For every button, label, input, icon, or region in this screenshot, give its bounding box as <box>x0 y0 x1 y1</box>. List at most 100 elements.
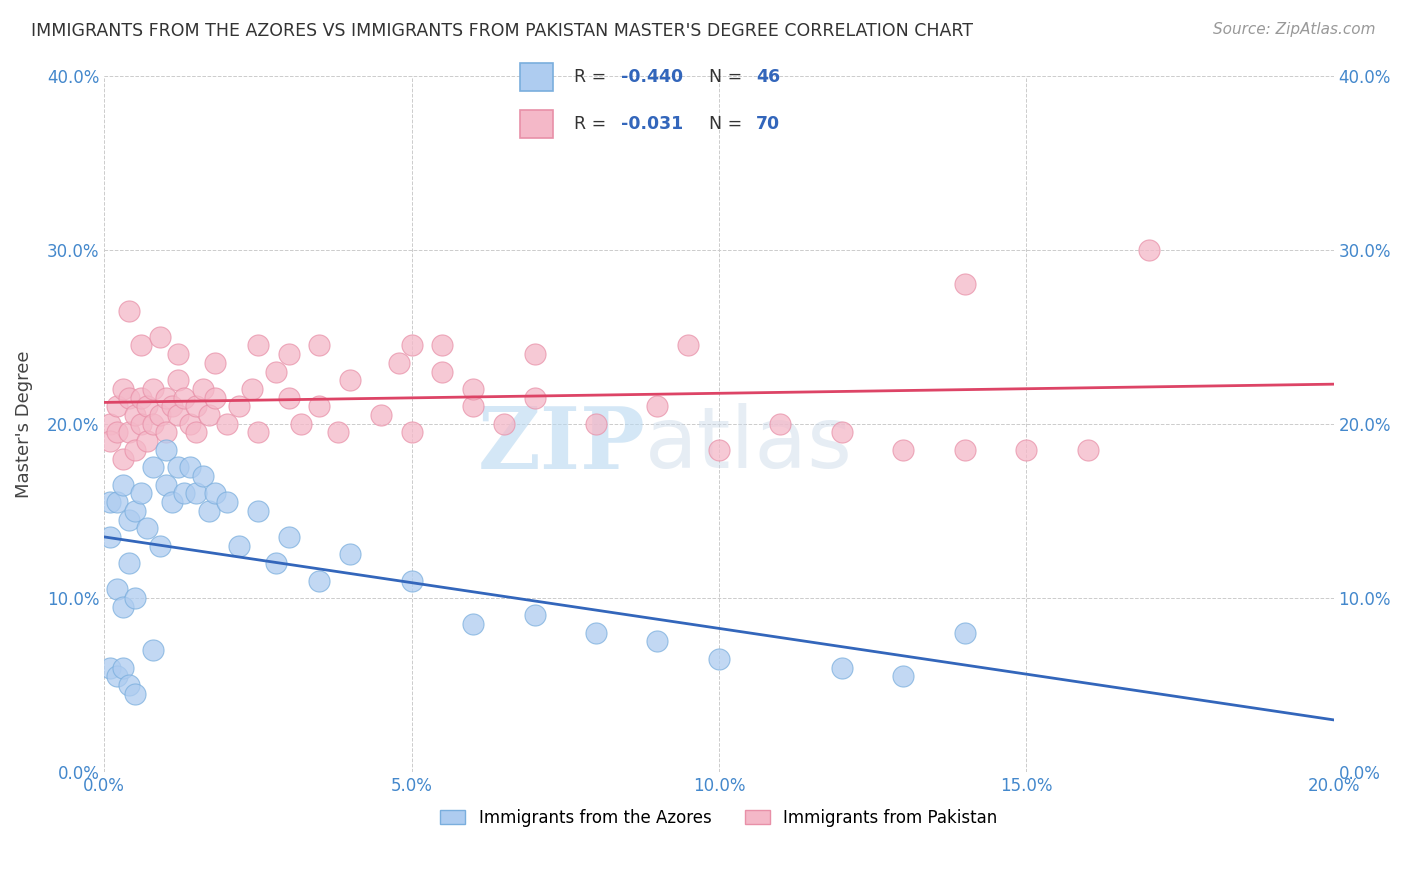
Y-axis label: Master's Degree: Master's Degree <box>15 350 32 498</box>
Point <box>647 400 669 414</box>
Point <box>308 400 330 414</box>
Text: R =: R = <box>574 68 612 86</box>
Point <box>167 408 190 422</box>
Point <box>401 425 423 440</box>
Point <box>432 365 454 379</box>
Text: 46: 46 <box>756 68 780 86</box>
Point <box>155 442 177 457</box>
Point <box>100 434 122 449</box>
Point <box>105 425 128 440</box>
Point <box>831 660 853 674</box>
Point <box>111 660 134 674</box>
Point <box>370 408 392 422</box>
Point <box>129 391 152 405</box>
Point <box>246 338 269 352</box>
Point <box>179 460 201 475</box>
Point <box>277 530 299 544</box>
Point <box>401 338 423 352</box>
Point <box>246 504 269 518</box>
Point <box>1015 442 1038 457</box>
Point <box>129 417 152 431</box>
Point <box>100 530 122 544</box>
Point <box>217 495 239 509</box>
Point <box>891 669 914 683</box>
Point <box>179 417 201 431</box>
Point <box>953 277 976 292</box>
Point <box>173 391 195 405</box>
Point <box>339 548 361 562</box>
Point <box>124 442 146 457</box>
Point <box>160 400 183 414</box>
Point <box>266 556 288 570</box>
Point <box>197 408 219 422</box>
Point <box>228 539 250 553</box>
Point <box>277 347 299 361</box>
Point <box>160 495 183 509</box>
Point <box>111 477 134 491</box>
Point <box>1137 243 1160 257</box>
Point <box>707 652 730 666</box>
Point <box>191 469 214 483</box>
Point <box>167 460 190 475</box>
Point <box>228 400 250 414</box>
Point <box>197 504 219 518</box>
Point <box>124 504 146 518</box>
Text: 70: 70 <box>756 115 780 133</box>
Point <box>105 495 128 509</box>
Point <box>124 591 146 605</box>
Point <box>155 391 177 405</box>
Point <box>308 338 330 352</box>
Point <box>118 556 141 570</box>
Point <box>118 425 141 440</box>
Point <box>186 425 208 440</box>
Point <box>191 382 214 396</box>
Point <box>173 486 195 500</box>
Point <box>148 408 170 422</box>
Point <box>129 338 152 352</box>
Point <box>432 338 454 352</box>
Point <box>585 417 607 431</box>
Point <box>129 486 152 500</box>
Text: ZIP: ZIP <box>478 402 645 487</box>
Text: -0.440: -0.440 <box>621 68 683 86</box>
Point <box>118 512 141 526</box>
Point <box>326 425 349 440</box>
Text: N =: N = <box>709 115 748 133</box>
Point <box>136 521 159 535</box>
Point <box>148 329 170 343</box>
Point <box>523 347 546 361</box>
Point <box>100 660 122 674</box>
Point <box>186 486 208 500</box>
Point <box>142 382 165 396</box>
Point <box>136 400 159 414</box>
Point <box>523 391 546 405</box>
Point <box>461 617 484 632</box>
Point <box>167 373 190 387</box>
Point <box>831 425 853 440</box>
Text: N =: N = <box>709 68 748 86</box>
Point <box>167 347 190 361</box>
Point <box>217 417 239 431</box>
Point <box>1077 442 1099 457</box>
Point <box>308 574 330 588</box>
Point <box>100 495 122 509</box>
Point <box>136 434 159 449</box>
Point <box>100 417 122 431</box>
Text: Source: ZipAtlas.com: Source: ZipAtlas.com <box>1212 22 1375 37</box>
Text: R =: R = <box>574 115 612 133</box>
Point <box>186 400 208 414</box>
Point <box>492 417 515 431</box>
Point <box>105 400 128 414</box>
Point <box>953 442 976 457</box>
Point <box>142 643 165 657</box>
Point <box>142 460 165 475</box>
Text: IMMIGRANTS FROM THE AZORES VS IMMIGRANTS FROM PAKISTAN MASTER'S DEGREE CORRELATI: IMMIGRANTS FROM THE AZORES VS IMMIGRANTS… <box>31 22 973 40</box>
Point <box>118 391 141 405</box>
Point <box>339 373 361 387</box>
Point <box>585 625 607 640</box>
Point <box>401 574 423 588</box>
Point <box>111 599 134 614</box>
Point <box>523 608 546 623</box>
Point <box>204 391 226 405</box>
Point <box>111 382 134 396</box>
